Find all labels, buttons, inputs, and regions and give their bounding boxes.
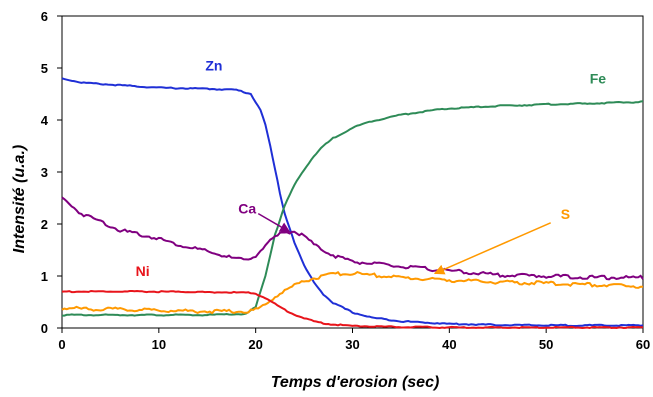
x-tick-label: 0 xyxy=(58,337,65,352)
x-axis-title: Temps d'erosion (sec) xyxy=(271,374,440,391)
series-line-fe xyxy=(62,100,644,317)
series-line-ni xyxy=(61,289,643,330)
y-tick-label: 1 xyxy=(41,269,48,284)
x-tick-label: 60 xyxy=(636,337,650,352)
plot-frame xyxy=(61,15,644,329)
x-tick-label: 10 xyxy=(152,337,166,352)
series-label-fe: Fe xyxy=(590,71,607,87)
y-tick-label: 2 xyxy=(41,217,48,232)
y-tick-label: 0 xyxy=(41,321,48,336)
series-label-ni: Ni xyxy=(136,263,150,279)
x-tick-label: 50 xyxy=(539,337,553,352)
y-axis-title: Intensité (u.a.) xyxy=(11,145,28,253)
series-layer xyxy=(61,77,644,330)
y-tick-label: 3 xyxy=(41,165,48,180)
axes: 0 10 20 30 40 50 60 0 1 2 3 4 5 6 xyxy=(41,9,650,352)
y-tick-label: 5 xyxy=(41,61,48,76)
x-tick-label: 30 xyxy=(345,337,359,352)
series-label-s: S xyxy=(561,206,570,222)
annotation-arrow-s xyxy=(433,222,551,275)
annotation-layer: Zn Fe Ca S Ni xyxy=(136,58,607,279)
y-tick-label: 4 xyxy=(41,113,49,128)
x-tick-label: 40 xyxy=(442,337,456,352)
series-line-s xyxy=(61,271,644,315)
series-label-zn: Zn xyxy=(205,58,222,74)
series-line-zn xyxy=(61,77,644,328)
x-tick-label: 20 xyxy=(248,337,262,352)
annotation-arrow-ca xyxy=(257,212,291,233)
series-line-ca xyxy=(61,196,644,281)
y-tick-label: 6 xyxy=(41,9,48,24)
series-label-ca: Ca xyxy=(238,201,256,217)
